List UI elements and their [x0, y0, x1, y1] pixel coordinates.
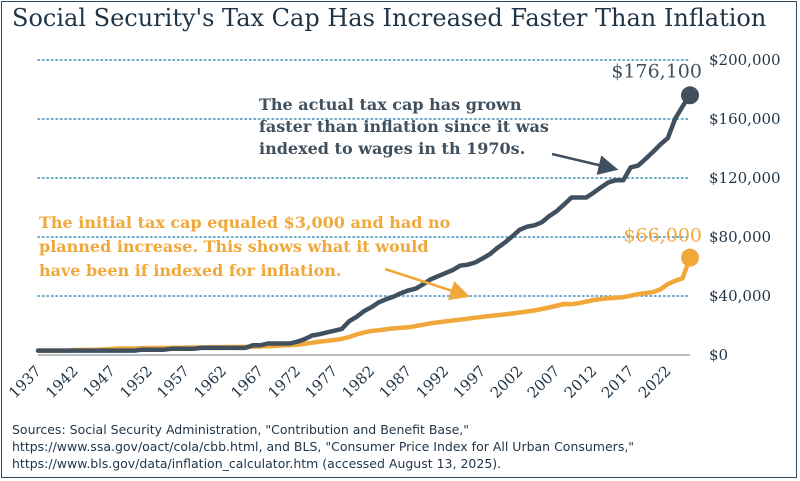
- y-tick-label: $120,000: [709, 169, 781, 187]
- annotation-text: indexed to wages in th 1970s.: [259, 139, 525, 158]
- sources-line: https://www.bls.gov/data/inflation_calcu…: [12, 456, 502, 471]
- x-tick-label: 2012: [561, 362, 601, 402]
- x-tick-label: 1947: [79, 362, 119, 402]
- x-tick-label: 2007: [524, 362, 564, 402]
- y-tick-label: $200,000: [709, 51, 781, 69]
- sources-line: Sources: Social Security Administration,…: [12, 422, 469, 437]
- annotation-arrow: [551, 152, 619, 175]
- x-tick-label: 2002: [487, 362, 527, 402]
- annotation-text: planned increase. This shows what it wou…: [39, 237, 429, 256]
- x-tick-label: 1992: [413, 362, 453, 402]
- x-tick-label: 1942: [42, 362, 82, 402]
- end-point-marker: [681, 86, 699, 105]
- end-value-label: $66,000: [623, 225, 702, 247]
- chart-title: Social Security's Tax Cap Has Increased …: [12, 4, 767, 32]
- annotation-text: The initial tax cap equaled $3,000 and h…: [39, 213, 451, 232]
- y-tick-label: $160,000: [709, 110, 781, 128]
- y-tick-label: $0: [709, 346, 728, 364]
- y-tick-label: $80,000: [709, 228, 771, 246]
- x-tick-label: 1987: [376, 362, 416, 402]
- x-tick-label: 1937: [5, 362, 45, 402]
- annotation-arrow: [384, 267, 471, 301]
- x-tick-label: 1977: [301, 362, 341, 402]
- annotation-text: faster than inflation since it was: [259, 117, 549, 136]
- sources-line: https://www.ssa.gov/oact/cola/cbb.html, …: [12, 439, 635, 454]
- x-tick-label: 1972: [264, 362, 304, 402]
- annotation-text: have been if indexed for inflation.: [39, 261, 342, 280]
- x-tick-label: 1952: [116, 362, 156, 402]
- x-tick-label: 1982: [339, 362, 379, 402]
- series-line: [35, 93, 693, 353]
- y-tick-label: $40,000: [709, 287, 771, 305]
- sources-note: Sources: Social Security Administration,…: [12, 421, 788, 472]
- x-tick-label: 1967: [227, 362, 267, 402]
- x-tick-label: 2022: [635, 362, 675, 402]
- x-tick-label: 1997: [450, 362, 490, 402]
- annotation-text: The actual tax cap has grown: [259, 95, 522, 114]
- x-tick-label: 2017: [598, 362, 638, 402]
- x-tick-label: 1962: [190, 362, 230, 402]
- x-tick-label: 1957: [153, 362, 193, 402]
- end-point-marker: [681, 248, 699, 267]
- end-value-label: $176,100: [611, 60, 702, 82]
